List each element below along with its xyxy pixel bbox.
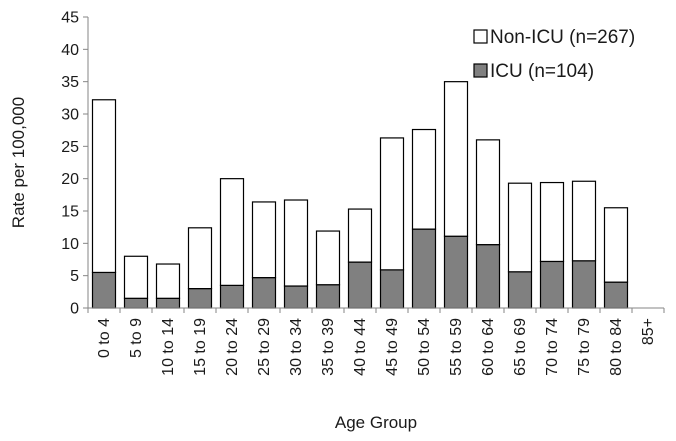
x-tick-label: 55 to 59 xyxy=(448,318,465,376)
x-tick-label: 65 to 69 xyxy=(512,318,529,376)
bar-segment-icu xyxy=(155,297,181,309)
bar-segment-non-icu xyxy=(91,99,117,274)
bar-segment-non-icu xyxy=(603,207,629,283)
bar-segment-non-icu xyxy=(283,199,309,287)
x-tick-label: 35 to 39 xyxy=(320,318,337,376)
bars-layer xyxy=(91,81,629,309)
y-tick-label: 30 xyxy=(61,107,79,124)
axes-layer xyxy=(83,16,665,313)
bar-segment-non-icu xyxy=(315,230,341,286)
x-tick-label: 25 to 29 xyxy=(256,318,273,376)
bar-segment-icu xyxy=(315,284,341,309)
bar-segment-icu xyxy=(187,288,213,309)
bar-segment-icu xyxy=(347,261,373,309)
legend-swatch-non-icu xyxy=(473,29,488,44)
y-tick-label: 0 xyxy=(70,301,79,318)
y-tick-label: 40 xyxy=(61,42,79,59)
bar-segment-icu xyxy=(123,297,149,309)
y-tick-label: 15 xyxy=(61,204,79,221)
legend-swatch-icu xyxy=(473,63,488,78)
x-tick-label: 45 to 49 xyxy=(384,318,401,376)
x-tick-label: 30 to 34 xyxy=(288,318,305,376)
x-tick-label: 75 to 79 xyxy=(576,318,593,376)
bar-segment-non-icu xyxy=(571,180,597,262)
bar-segment-icu xyxy=(539,260,565,309)
bar-segment-icu xyxy=(571,260,597,309)
bar-segment-non-icu xyxy=(219,178,245,286)
legend-label-icu: ICU (n=104) xyxy=(490,61,594,82)
bar-segment-non-icu xyxy=(251,201,277,279)
y-tick-label: 10 xyxy=(61,236,79,253)
x-tick-label: 20 to 24 xyxy=(224,318,241,376)
bar-segment-icu xyxy=(219,284,245,309)
x-tick-label: 70 to 74 xyxy=(544,318,561,376)
y-axis-title: Rate per 100,000 xyxy=(9,97,28,228)
bar-segment-icu xyxy=(603,281,629,309)
bar-segment-non-icu xyxy=(475,139,501,246)
x-tick-label: 40 to 44 xyxy=(352,318,369,376)
bar-segment-icu xyxy=(283,285,309,309)
bar-segment-non-icu xyxy=(347,208,373,263)
x-tick-labels: 0 to 4 5 to 9 10 to 14 15 to 19 20 to 24 25 t… xyxy=(96,318,657,376)
legend: Non-ICU (n=267) ICU (n=104) xyxy=(473,27,635,82)
bar-segment-non-icu xyxy=(123,255,149,299)
bar-segment-non-icu xyxy=(155,263,181,299)
bar-segment-non-icu xyxy=(507,182,533,273)
x-tick-label: 15 to 19 xyxy=(192,318,209,376)
bar-segment-icu xyxy=(379,269,405,309)
x-tick-label: 10 to 14 xyxy=(160,318,177,376)
bar-segment-non-icu xyxy=(187,227,213,290)
y-tick-labels: 0 5 10 15 20 25 30 35 40 45 xyxy=(61,10,79,318)
y-tick-label: 20 xyxy=(61,171,79,188)
y-tick-label: 45 xyxy=(61,10,79,27)
bar-segment-non-icu xyxy=(379,137,405,271)
bar-segment-icu xyxy=(91,271,117,309)
y-tick-label: 35 xyxy=(61,74,79,91)
x-tick-label: 0 to 4 xyxy=(96,318,113,358)
bar-segment-icu xyxy=(475,244,501,309)
x-tick-label: 50 to 54 xyxy=(416,318,433,376)
x-tick-label: 85+ xyxy=(640,318,657,345)
legend-label-non-icu: Non-ICU (n=267) xyxy=(490,27,635,48)
x-tick-label: 60 to 64 xyxy=(480,318,497,376)
bar-segment-icu xyxy=(443,235,469,309)
x-tick-label: 5 to 9 xyxy=(128,318,145,358)
bar-segment-icu xyxy=(251,277,277,309)
y-tick-label: 25 xyxy=(61,139,79,156)
bar-segment-non-icu xyxy=(443,81,469,237)
bar-segment-icu xyxy=(507,271,533,309)
x-tick-label: 80 to 84 xyxy=(608,318,625,376)
bar-segment-non-icu xyxy=(539,181,565,263)
x-axis-title: Age Group xyxy=(335,413,417,432)
bar-segment-non-icu xyxy=(411,128,437,230)
y-tick-label: 5 xyxy=(70,268,79,285)
bar-segment-icu xyxy=(411,228,437,309)
